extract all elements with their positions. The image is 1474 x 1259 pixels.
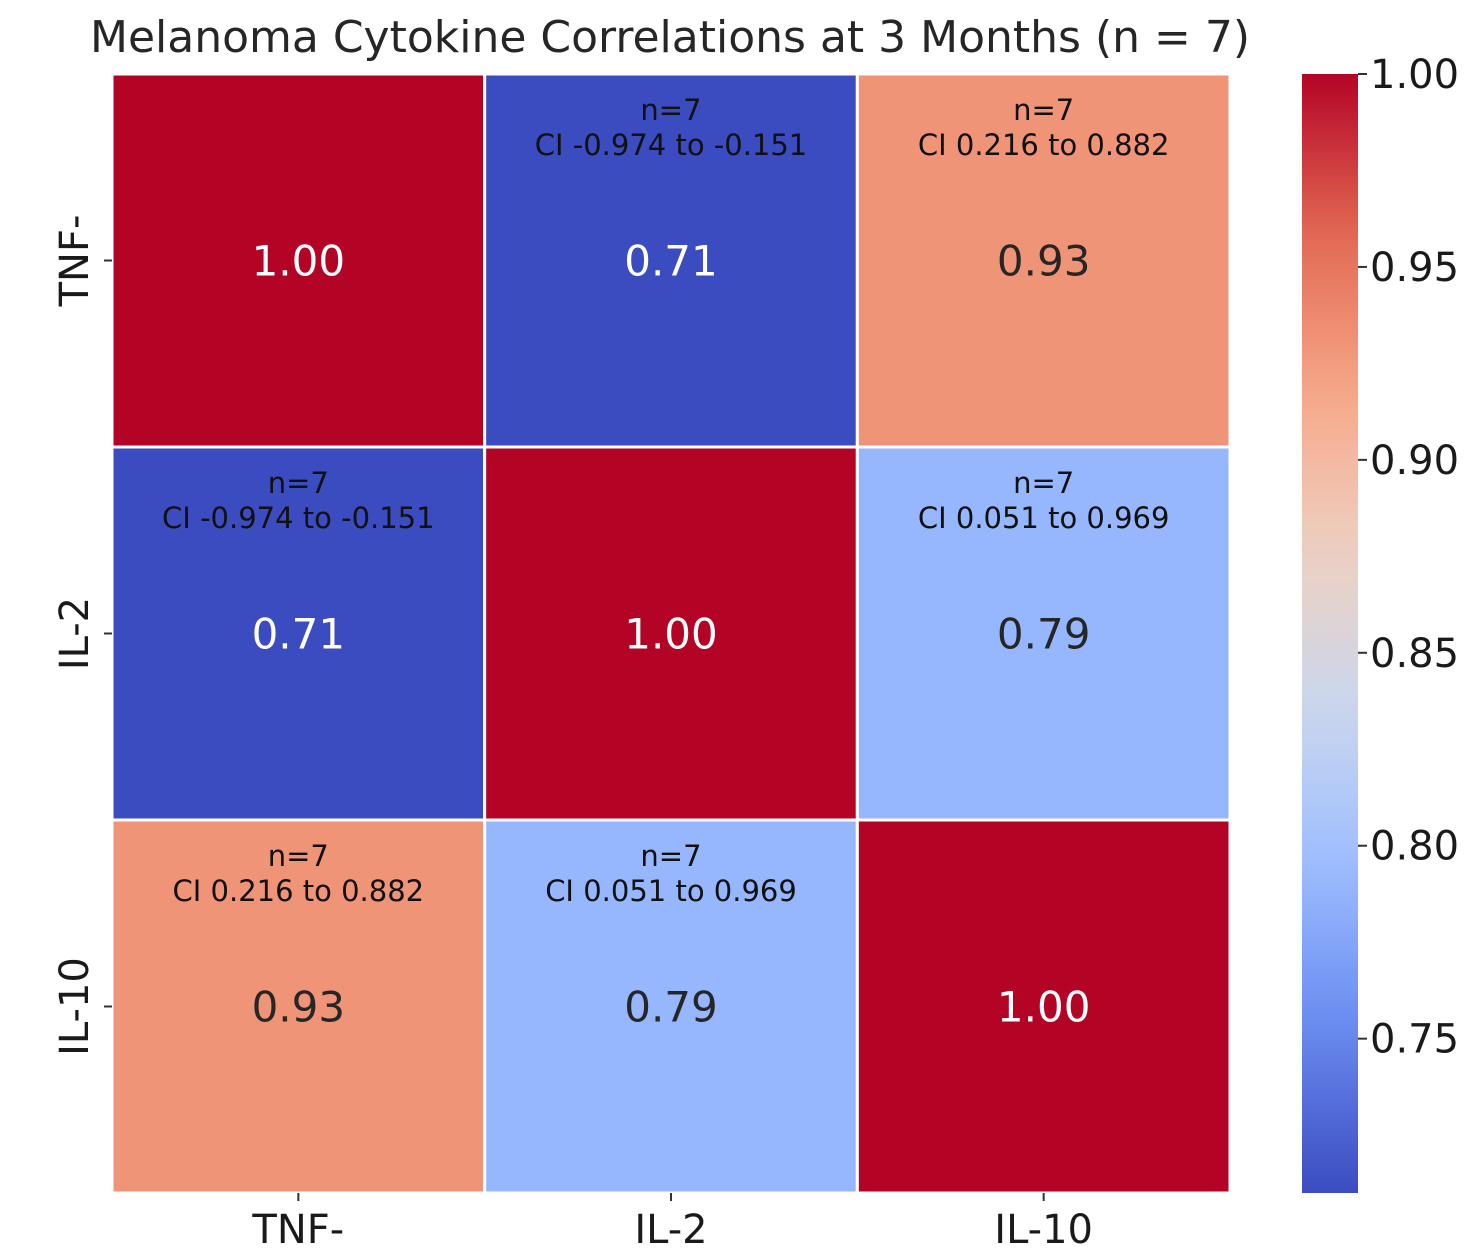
heatmap-cell: 0.93 n=7CI 0.216 to 0.882 (855, 72, 1232, 449)
y-axis: TNF- IL-2 IL-10 (52, 215, 112, 1056)
colorbar-tick-label: 0.90 (1370, 438, 1459, 484)
cell-value-label: 0.93 (997, 237, 1091, 286)
heatmap-cell: 1.00 (483, 445, 859, 822)
cell-ci-label: CI -0.974 to -0.151 (535, 128, 808, 162)
cell-n-label: n=7 (1013, 466, 1074, 500)
cell-value-label: 0.93 (252, 983, 346, 1032)
heatmap-cell: 1.00 (855, 818, 1232, 1195)
cell-n-label: n=7 (640, 839, 701, 873)
y-tick-label: TNF- (52, 215, 98, 308)
colorbar: 0.75 0.80 0.85 0.90 0.95 1.00 (1302, 52, 1459, 1193)
cell-value-label: 1.00 (252, 237, 346, 286)
cell-n-label: n=7 (268, 839, 329, 873)
heatmap-cells: 1.00 0.71n=7CI -0.974 to -0.1510.93n=7CI … (110, 72, 1232, 1195)
colorbar-gradient (1302, 74, 1358, 1193)
cell-ci-label: CI 0.216 to 0.882 (918, 128, 1170, 162)
heatmap-cell: 0.71 n=7CI -0.974 to -0.151 (483, 72, 859, 449)
cell-value-label: 1.00 (997, 983, 1091, 1032)
heatmap-cell-rect (483, 72, 859, 449)
colorbar-tick-label: 0.95 (1370, 245, 1459, 291)
x-tick-label: IL-2 (634, 1207, 707, 1253)
heatmap-cell-rect (855, 445, 1232, 822)
y-tick-label: IL-10 (52, 957, 98, 1056)
cell-value-label: 0.71 (624, 237, 718, 286)
colorbar-tick-label: 1.00 (1370, 52, 1459, 98)
heatmap-cell: 0.79 n=7CI 0.051 to 0.969 (855, 445, 1232, 822)
x-axis: TNF- IL-2 IL-10 (251, 1193, 1093, 1253)
cell-ci-label: CI 0.051 to 0.969 (545, 874, 797, 908)
colorbar-tick-label: 0.80 (1370, 824, 1459, 870)
colorbar-tick-label: 0.75 (1370, 1017, 1459, 1063)
y-tick-label: IL-2 (52, 597, 98, 670)
cell-value-label: 0.79 (624, 983, 718, 1032)
cell-value-label: 1.00 (624, 610, 718, 659)
heatmap-cell-rect (483, 818, 859, 1195)
heatmap-cell: 0.71 n=7CI -0.974 to -0.151 (110, 445, 487, 822)
heatmap-cell-rect (855, 72, 1232, 449)
heatmap-cell-rect (110, 445, 487, 822)
cell-value-label: 0.71 (252, 610, 346, 659)
cell-n-label: n=7 (268, 466, 329, 500)
colorbar-tick-label: 0.85 (1370, 631, 1459, 677)
cell-value-label: 0.79 (997, 610, 1091, 659)
cell-ci-label: CI 0.216 to 0.882 (173, 874, 425, 908)
chart-title: Melanoma Cytokine Correlations at 3 Mont… (90, 12, 1250, 63)
heatmap-cell: 0.79 n=7CI 0.051 to 0.969 (483, 818, 859, 1195)
heatmap-cell-rect (110, 72, 487, 449)
heatmap-cell-rect (483, 445, 859, 822)
cell-ci-label: CI 0.051 to 0.969 (918, 501, 1170, 535)
x-tick-label: IL-10 (994, 1207, 1093, 1253)
heatmap-cell: 1.00 (110, 72, 487, 449)
cell-n-label: n=7 (1013, 93, 1074, 127)
cell-n-label: n=7 (640, 93, 701, 127)
heatmap-cell: 0.93 n=7CI 0.216 to 0.882 (110, 818, 487, 1195)
cell-ci-label: CI -0.974 to -0.151 (162, 501, 435, 535)
x-tick-label: TNF- (251, 1207, 344, 1253)
